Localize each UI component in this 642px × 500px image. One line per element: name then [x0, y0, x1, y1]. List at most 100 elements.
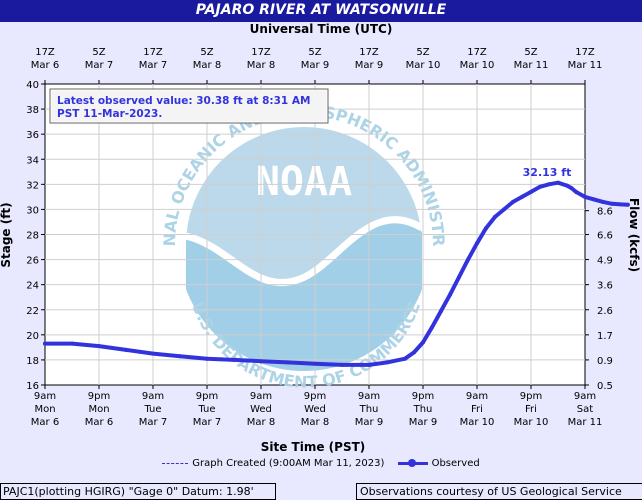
top-x-tick-label: Mar 8 — [193, 60, 221, 71]
footer-credit: Observations courtesy of US Geological S… — [356, 483, 642, 500]
observed-point — [70, 341, 74, 346]
x-tick-label: 9am — [142, 391, 164, 402]
y-tick-label: 40 — [26, 80, 39, 91]
chart-svg: NOAA NATIONAL OCEANIC AND ATMOSPHERIC AD… — [0, 0, 641, 454]
top-x-tick-label: 17Z — [143, 47, 163, 58]
chart-title: PAJARO RIVER AT WATSONVILLE — [195, 2, 447, 18]
observed-point — [124, 347, 128, 352]
top-x-tick-label: 17Z — [359, 47, 379, 58]
observed-point — [619, 202, 623, 207]
observed-point — [430, 325, 434, 330]
observed-point — [286, 360, 290, 365]
x-tick-label: 9am — [466, 391, 488, 402]
observed-point — [367, 362, 371, 367]
observed-point — [569, 186, 574, 191]
x-tick-label: Mar 10 — [514, 417, 549, 428]
legend: Graph Created (9:00AM Mar 11, 2023) Obse… — [0, 458, 642, 469]
observed-point — [625, 202, 630, 207]
observed-point — [232, 357, 236, 362]
x-tick-label: Mar 10 — [460, 417, 495, 428]
top-x-tick-label: Mar 6 — [31, 60, 59, 71]
top-axis-label: Universal Time (UTC) — [249, 22, 393, 36]
noaa-logo-text: NOAA — [256, 159, 352, 205]
observed-point — [412, 350, 416, 355]
legend-graph-created: Graph Created (9:00AM Mar 11, 2023) — [192, 458, 385, 469]
x-tick-label: Mar 9 — [409, 417, 437, 428]
top-x-tick-label: Mar 7 — [139, 60, 167, 71]
top-x-tick-label: Mar 9 — [301, 60, 329, 71]
top-x-tick-label: Mar 9 — [355, 60, 383, 71]
flow-tick-label: 2.6 — [597, 306, 613, 317]
flow-tick-label: 0.5 — [597, 381, 613, 392]
y-tick-label: 16 — [26, 381, 39, 392]
observed-point — [403, 356, 407, 361]
peak-label: 32.13 ft — [523, 166, 572, 179]
x-tick-label: Mon — [34, 404, 55, 415]
observed-point — [502, 207, 506, 212]
observed-point — [448, 292, 452, 297]
y-tick-label: 36 — [26, 130, 39, 141]
observed-point — [457, 275, 461, 280]
top-x-tick-label: Mar 7 — [85, 60, 113, 71]
x-tick-label: Thu — [359, 404, 379, 415]
y-tick-label: 34 — [26, 155, 39, 166]
x-tick-label: Mar 8 — [247, 417, 275, 428]
x-tick-label: Fri — [525, 404, 537, 415]
x-tick-label: Tue — [197, 404, 215, 415]
observed-point — [43, 341, 47, 346]
observed-series — [43, 180, 630, 367]
x-tick-label: Mar 6 — [85, 417, 113, 428]
top-x-tick-label: 5Z — [416, 47, 429, 58]
y-tick-label: 28 — [26, 231, 39, 242]
x-tick-label: Fri — [471, 404, 483, 415]
top-x-tick-label: 17Z — [35, 47, 55, 58]
top-x-tick-label: 17Z — [251, 47, 271, 58]
observed-point — [151, 351, 155, 356]
observed-point — [592, 197, 596, 202]
y-axis-right-flow: 8.6 6.6 4.9 3.6 2.6 1.7 0.9 0.5 — [585, 207, 613, 392]
observed-point — [556, 180, 560, 185]
observed-point — [178, 354, 182, 359]
flow-tick-label: 3.6 — [597, 281, 613, 292]
title-bar — [0, 0, 642, 22]
x-tick-label: Tue — [143, 404, 161, 415]
legend-observed-swatch — [397, 458, 428, 468]
x-tick-label: 9pm — [88, 391, 110, 402]
top-x-tick-label: 5Z — [92, 47, 105, 58]
flow-tick-label: 4.9 — [597, 256, 613, 267]
observed-point — [385, 360, 389, 365]
top-x-tick-label: 5Z — [308, 47, 321, 58]
y-axis-title: Stage (ft) — [0, 202, 13, 267]
x-tick-label: Mon — [88, 404, 109, 415]
latest-value-box: Latest observed value: 30.38 ft at 8:31 … — [49, 88, 329, 124]
y-axis-left: 16 18 20 22 24 26 28 30 32 34 36 38 40 — [26, 80, 45, 392]
latest-value-line1: Latest observed value: 30.38 ft at 8:31 … — [57, 95, 310, 107]
observed-point — [565, 183, 569, 188]
x-tick-label: Thu — [413, 404, 433, 415]
y-tick-label: 24 — [26, 281, 39, 292]
x-tick-label: Wed — [250, 404, 272, 415]
grid-lines — [45, 84, 585, 385]
y-tick-label: 26 — [26, 256, 39, 267]
observed-point — [538, 184, 542, 189]
x-axis-top: 17Z Mar 6 5Z Mar 7 17Z Mar 7 5Z Mar 8 17Z Mar 8 5Z… — [31, 47, 602, 84]
observed-point — [205, 356, 209, 361]
flow-tick-label: 1.7 — [597, 331, 613, 342]
x-axis-title: Site Time (PST) — [261, 440, 366, 454]
x-tick-label: Wed — [304, 404, 326, 415]
observed-point — [493, 214, 497, 219]
x-tick-label: 9am — [34, 391, 56, 402]
observed-point — [610, 201, 614, 206]
observed-point — [583, 194, 587, 199]
observed-point — [421, 340, 425, 345]
top-x-tick-label: Mar 10 — [460, 60, 495, 71]
observed-point — [529, 189, 533, 194]
observed-point — [97, 344, 101, 349]
observed-point — [475, 241, 479, 246]
x-tick-label: 9am — [574, 391, 596, 402]
observed-point — [340, 362, 344, 367]
flow-tick-label: 0.9 — [597, 356, 613, 367]
observed-point — [511, 199, 515, 204]
y-axis-right-title: Flow (kcfs) — [627, 198, 641, 272]
legend-dash-swatch — [162, 462, 189, 464]
